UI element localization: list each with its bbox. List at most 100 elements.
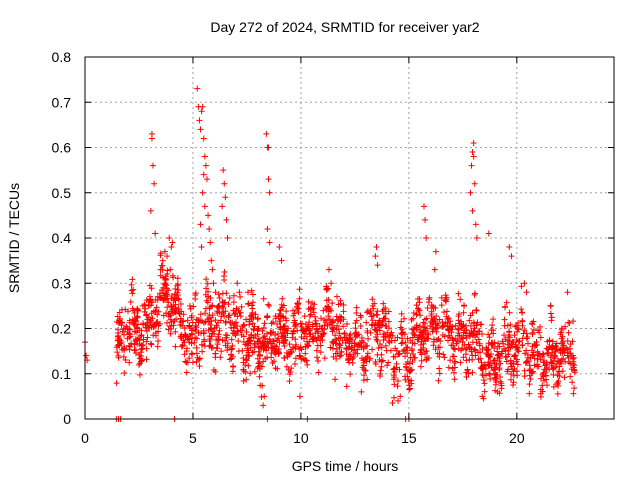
data-point	[166, 235, 173, 241]
data-point	[406, 385, 413, 392]
data-point	[180, 311, 187, 318]
data-point	[409, 334, 416, 341]
data-point	[301, 356, 308, 363]
data-point	[467, 189, 474, 196]
data-point	[461, 342, 468, 349]
data-point	[226, 294, 233, 301]
data-point	[131, 341, 138, 348]
data-point	[268, 320, 275, 327]
data-point	[511, 332, 518, 339]
data-point	[278, 333, 285, 340]
data-point	[321, 355, 328, 362]
data-point	[174, 281, 181, 288]
data-point	[437, 337, 444, 344]
data-point	[138, 327, 145, 334]
data-point	[148, 310, 155, 317]
data-point	[325, 266, 332, 273]
data-point	[550, 357, 557, 364]
data-point	[286, 378, 293, 385]
data-point	[216, 327, 223, 334]
data-point	[188, 340, 195, 347]
data-point	[292, 322, 299, 329]
data-point	[201, 336, 208, 343]
data-point	[570, 358, 577, 365]
x-tick-labels: 0 5 10 15 20	[81, 430, 525, 446]
data-point	[169, 272, 176, 279]
data-point	[571, 362, 578, 369]
data-point	[423, 348, 430, 355]
data-point	[364, 329, 371, 336]
data-point	[83, 352, 90, 359]
data-point	[461, 302, 468, 309]
data-point	[398, 318, 405, 325]
data-point	[489, 322, 496, 329]
data-point	[225, 314, 232, 321]
data-point	[473, 322, 480, 329]
data-point	[442, 292, 449, 299]
data-point	[202, 310, 209, 317]
data-point	[183, 345, 190, 352]
data-point	[218, 348, 225, 355]
data-point	[245, 289, 252, 296]
data-point	[332, 332, 339, 339]
data-point	[485, 331, 492, 338]
data-point	[491, 339, 498, 346]
data-point	[414, 295, 421, 302]
data-point	[504, 341, 511, 348]
data-point	[283, 327, 290, 334]
data-point	[318, 315, 325, 322]
data-point	[417, 328, 424, 335]
data-point	[433, 328, 440, 335]
data-point	[478, 359, 485, 366]
data-point	[169, 239, 176, 246]
data-point	[126, 326, 133, 333]
data-point	[146, 324, 153, 331]
data-point	[348, 337, 355, 344]
data-point	[523, 335, 530, 342]
data-point	[262, 335, 269, 342]
data-point	[197, 126, 204, 133]
data-point	[263, 130, 270, 137]
data-point	[243, 357, 250, 364]
data-point	[451, 346, 458, 353]
data-point	[470, 153, 477, 160]
data-point	[343, 334, 350, 341]
data-point	[232, 310, 239, 317]
data-point	[163, 296, 170, 303]
data-point	[256, 373, 263, 380]
data-point	[128, 287, 135, 294]
data-point	[323, 297, 330, 304]
data-point	[571, 369, 578, 376]
data-point	[240, 378, 247, 385]
data-point	[277, 324, 284, 331]
data-point	[398, 330, 405, 337]
data-point	[172, 285, 179, 292]
data-point	[140, 342, 147, 349]
data-point	[132, 346, 139, 353]
data-point	[284, 330, 291, 337]
data-point	[281, 323, 288, 330]
data-point	[265, 344, 272, 351]
data-point	[329, 319, 336, 326]
data-point	[550, 383, 557, 390]
data-point	[307, 311, 314, 318]
data-point	[301, 313, 308, 320]
data-point	[369, 296, 376, 303]
data-point	[283, 317, 290, 324]
data-point	[458, 333, 465, 340]
data-point	[125, 342, 132, 349]
data-point	[408, 377, 415, 384]
data-point	[450, 337, 457, 343]
x-axis-label: GPS time / hours	[292, 458, 399, 474]
data-point	[260, 402, 267, 409]
data-point	[292, 355, 299, 362]
data-point	[388, 329, 395, 336]
data-point	[377, 371, 384, 378]
data-point	[302, 350, 309, 357]
data-point	[558, 335, 565, 342]
data-point	[425, 335, 432, 342]
data-point	[485, 362, 492, 369]
data-point	[251, 368, 258, 375]
data-point	[346, 332, 353, 339]
data-point	[410, 310, 417, 317]
